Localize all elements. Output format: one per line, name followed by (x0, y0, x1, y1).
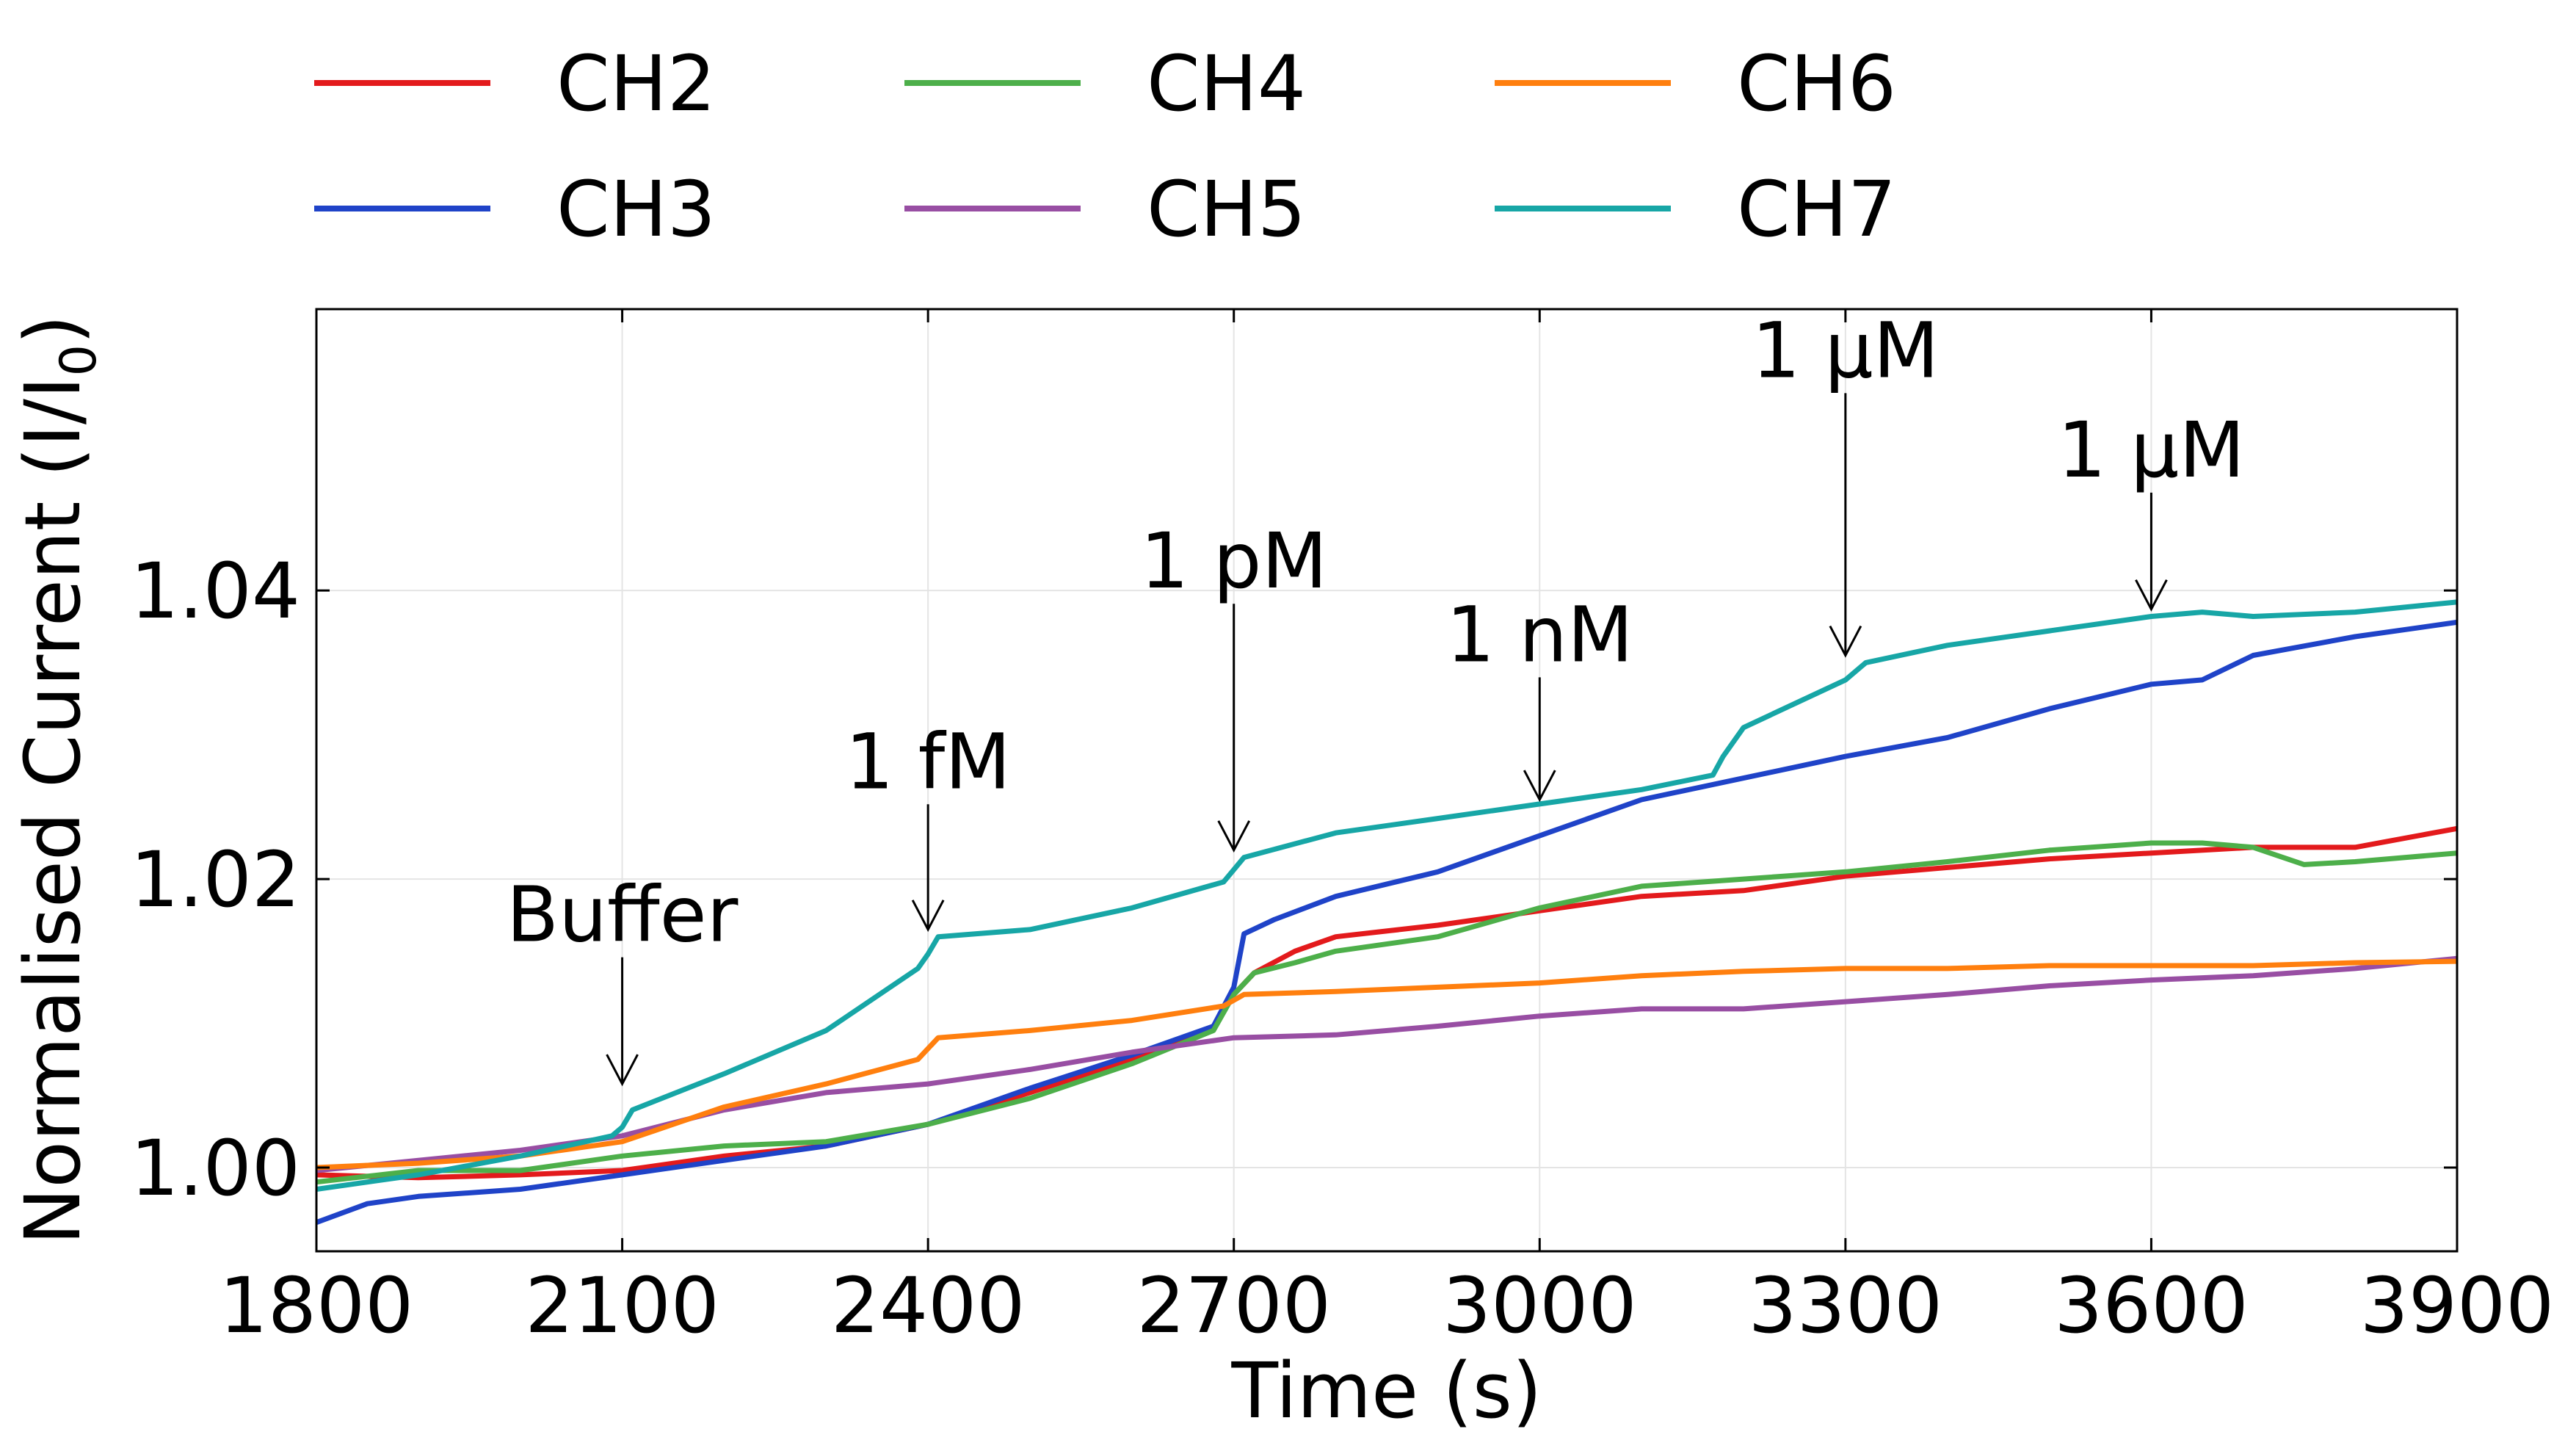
x-tick-label: 2100 (525, 1261, 719, 1350)
axis-ticks: 1800 2100 2400 2700 3000 3300 3600 3900 1.00 1.02… (130, 309, 2554, 1350)
legend-label-ch4: CH4 (1147, 39, 1306, 129)
series-line-ch2 (316, 825, 2457, 1181)
annotation-arrowhead (2135, 579, 2168, 612)
y-tick-label: 1.00 (130, 1124, 300, 1213)
series-line-ch7 (316, 599, 2457, 1192)
y-tick-label: 1.02 (130, 835, 300, 925)
annotation-label-1-pm: 1 pM (1140, 516, 1327, 606)
annotation-label-buffer: Buffer (507, 870, 739, 960)
annotation-label-1-nm: 1 nM (1446, 590, 1633, 679)
y-axis-label: Normalised Current (I/I0) (8, 315, 108, 1245)
legend-label-ch5: CH5 (1147, 164, 1306, 254)
plot-frame (315, 308, 2459, 1253)
legend-label-ch6: CH6 (1737, 39, 1896, 129)
series-line-ch4 (316, 840, 2457, 1185)
x-tick-label: 2700 (1136, 1261, 1331, 1350)
annotation-arrowhead (1217, 820, 1251, 853)
series-lines (316, 599, 2457, 1226)
x-axis-label: Time (s) (1231, 1346, 1542, 1436)
annotation-arrowhead (1523, 770, 1556, 803)
x-tick-label: 3000 (1443, 1261, 1637, 1350)
series-line-ch6 (316, 958, 2457, 1171)
series-line-ch3 (316, 619, 2457, 1226)
legend-label-ch2: CH2 (556, 39, 716, 129)
legend-label-ch3: CH3 (556, 164, 716, 254)
legend: CH2 CH3 CH4 CH5 CH6 CH7 (314, 39, 1896, 254)
annotation-label-1-m: 1 μM (1752, 305, 1939, 395)
legend-label-ch7: CH7 (1737, 164, 1896, 254)
x-tick-label: 2400 (831, 1261, 1026, 1350)
annotation-label-1-fm: 1 fM (845, 717, 1011, 806)
x-tick-label: 3600 (2054, 1261, 2249, 1350)
y-axis-label-main: Normalised Current (I/I (8, 376, 98, 1245)
annotation-arrowhead (606, 1054, 639, 1087)
annotations: Buffer 1 fM 1 pM 1 nM 1 μM 1 μM (507, 305, 2245, 1087)
annotation-label-1-m: 1 μM (2058, 405, 2245, 495)
y-tick-label: 1.04 (130, 546, 300, 636)
x-tick-label: 3900 (2360, 1261, 2555, 1350)
y-axis-label-subscript: 0 (50, 344, 108, 376)
annotation-arrowhead (1829, 625, 1862, 658)
y-axis-label-close: ) (8, 315, 98, 345)
annotation-arrowhead (911, 900, 945, 933)
x-tick-label: 1800 (219, 1261, 414, 1350)
x-tick-label: 3300 (1749, 1261, 1943, 1350)
